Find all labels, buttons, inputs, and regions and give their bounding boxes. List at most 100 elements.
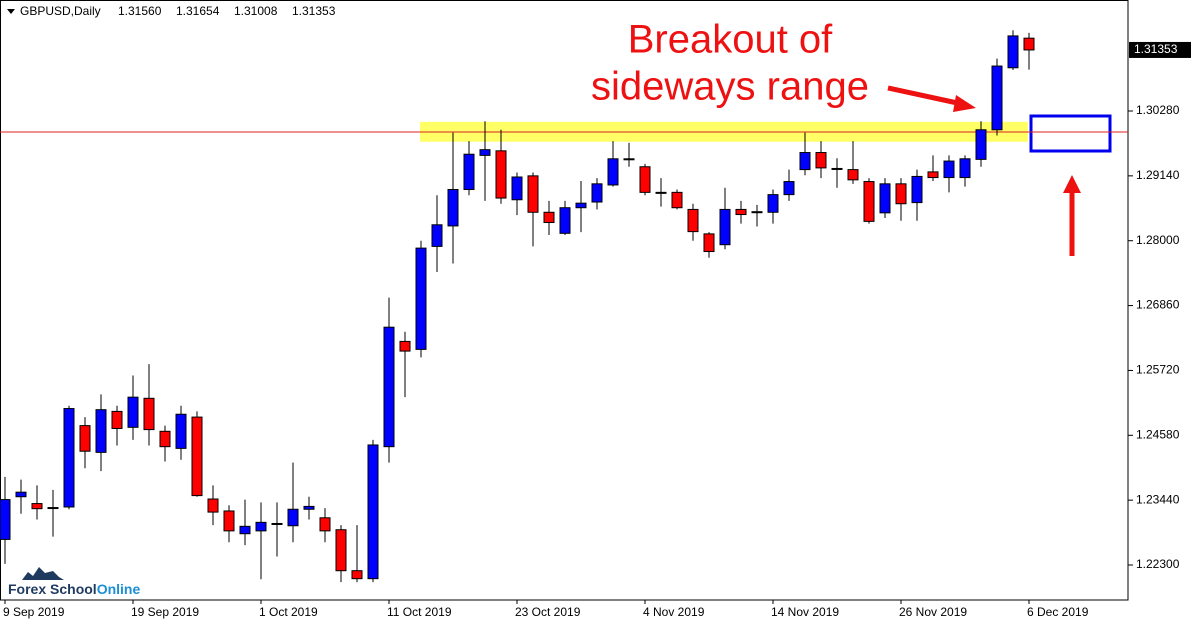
y-tick-label: 1.26860: [1136, 298, 1180, 312]
x-tick-label: 14 Nov 2019: [771, 605, 839, 619]
candle-body: [591, 183, 603, 203]
ohlc-value: 1.31560: [118, 4, 162, 18]
ohlc-header: 1.31560 1.31654 1.31008 1.31353: [118, 4, 336, 18]
candle-body: [671, 191, 683, 209]
y-tick-label: 1.28000: [1136, 233, 1180, 247]
x-tick-label: 1 Oct 2019: [259, 605, 318, 619]
candle-body: [287, 508, 299, 527]
candle-body: [1007, 35, 1019, 69]
candle-body: [623, 158, 635, 161]
candle-body: [415, 247, 427, 350]
candle-body: [607, 158, 619, 186]
candle-body: [111, 410, 123, 429]
candle-body: [271, 522, 283, 525]
candle-body: [15, 491, 27, 498]
candle-body: [847, 169, 859, 181]
candle-body: [47, 507, 59, 510]
menu-triangle: [7, 9, 15, 14]
y-tick-label: 1.22300: [1136, 557, 1180, 571]
x-tick-label: 9 Sep 2019: [3, 605, 65, 619]
ohlc-value: 1.31654: [176, 4, 220, 18]
candle-body: [175, 413, 187, 449]
candle-body: [687, 208, 699, 233]
candle-body: [831, 167, 843, 170]
x-tick-label: 26 Nov 2019: [899, 605, 967, 619]
arrow-head: [953, 95, 976, 112]
arrow: [887, 85, 963, 107]
price-label: 1.31353: [1134, 42, 1178, 56]
candle-body: [575, 202, 587, 209]
logo-part: Forex School: [8, 581, 97, 597]
candle-body: [479, 149, 491, 156]
candle-body: [799, 152, 811, 171]
candle-body: [367, 444, 379, 580]
candle-body: [879, 183, 891, 214]
candle-body: [495, 150, 507, 199]
candle-body: [783, 181, 795, 196]
y-tick-label: 1.24580: [1136, 427, 1180, 441]
candle-body: [0, 499, 11, 540]
logo-part: Online: [97, 581, 141, 597]
candle-body: [255, 521, 267, 532]
candle-body: [943, 160, 955, 179]
candle-body: [559, 207, 571, 234]
candle-body: [207, 498, 219, 513]
arrow-head: [1063, 175, 1081, 193]
candle-body: [31, 503, 43, 510]
candle-body: [463, 153, 475, 191]
logo-text: Forex SchoolOnline: [8, 581, 140, 597]
candle-body: [863, 181, 875, 222]
candle-body: [383, 326, 395, 448]
candle-body: [703, 233, 715, 253]
candle-body: [815, 152, 827, 169]
plot-frame: [0, 0, 1129, 601]
y-tick-label: 1.29140: [1136, 168, 1180, 182]
ohlc-value: 1.31353: [292, 4, 336, 18]
candle-body: [127, 396, 139, 428]
candle-body: [895, 183, 907, 205]
x-tick-label: 11 Oct 2019: [387, 605, 452, 619]
candle-body: [95, 409, 107, 453]
candle-body: [319, 517, 331, 532]
candle-body: [927, 171, 939, 179]
logo-icon: [22, 567, 64, 580]
candle-body: [159, 430, 171, 448]
price-label-box: [1129, 41, 1191, 58]
x-tick-label: 19 Sep 2019: [131, 605, 199, 619]
candle-body: [63, 408, 75, 508]
candle-body: [335, 529, 347, 572]
candle-body: [527, 175, 539, 213]
y-tick-label: 1.25720: [1136, 363, 1180, 377]
annotation: Breakout of: [628, 18, 833, 62]
candle-body: [975, 129, 987, 160]
annotation: sideways range: [591, 65, 869, 109]
x-tick-label: 4 Nov 2019: [643, 605, 705, 619]
candle-body: [751, 211, 763, 214]
ohlc-value: 1.31008: [234, 4, 278, 18]
candle-body: [719, 208, 731, 246]
candle-body: [911, 175, 923, 204]
y-tick-label: 1.30280: [1136, 103, 1180, 117]
x-tick-label: 6 Dec 2019: [1027, 605, 1089, 619]
candle-body: [399, 340, 411, 352]
candle-body: [1023, 37, 1035, 51]
y-tick-label: 1.23440: [1136, 492, 1180, 506]
candle-body: [767, 194, 779, 213]
candle-body: [543, 211, 555, 224]
candle-body: [351, 570, 363, 580]
candle-body: [303, 505, 315, 510]
candle-body: [447, 189, 459, 227]
chart-title: GBPUSD,Daily: [20, 4, 101, 18]
candle-body: [991, 65, 1003, 131]
candle-body: [655, 191, 667, 194]
candle-body: [239, 525, 251, 535]
candle-body: [191, 416, 203, 497]
candle-body: [735, 208, 747, 216]
candle-body: [959, 158, 971, 179]
candle-body: [431, 224, 443, 247]
candle-body: [223, 510, 235, 532]
candle-body: [511, 176, 523, 201]
candle-body: [79, 425, 91, 452]
target-box: [1029, 114, 1112, 153]
